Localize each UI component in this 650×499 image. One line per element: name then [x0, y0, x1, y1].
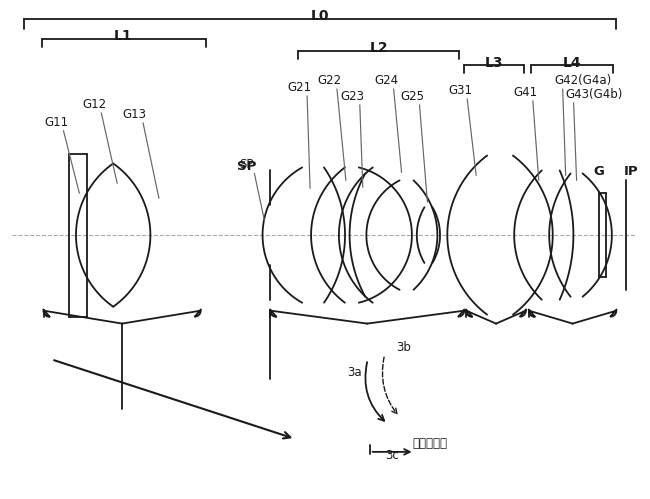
Text: SP: SP — [239, 159, 254, 172]
Text: フォーカス: フォーカス — [412, 437, 447, 450]
Text: 3c: 3c — [385, 449, 399, 462]
Text: G42(G4a): G42(G4a) — [554, 74, 612, 87]
Text: G43(G4b): G43(G4b) — [566, 88, 623, 101]
Text: L2: L2 — [369, 41, 388, 55]
Text: G11: G11 — [44, 116, 68, 129]
Text: L4: L4 — [562, 56, 581, 70]
Text: G23: G23 — [341, 90, 365, 103]
Text: G22: G22 — [317, 74, 341, 87]
Text: 3a: 3a — [348, 366, 362, 379]
Text: L1: L1 — [114, 29, 133, 43]
Text: G21: G21 — [287, 81, 311, 94]
Text: G13: G13 — [122, 108, 146, 121]
Text: 3b: 3b — [396, 341, 411, 354]
Text: L0: L0 — [311, 9, 330, 23]
Text: L3: L3 — [485, 56, 503, 70]
Text: SP: SP — [237, 160, 256, 174]
Text: G24: G24 — [374, 74, 398, 87]
Text: G12: G12 — [83, 98, 107, 111]
Text: G: G — [593, 165, 604, 179]
Text: G31: G31 — [448, 84, 473, 97]
Text: IP: IP — [624, 165, 638, 179]
Text: G41: G41 — [514, 86, 538, 99]
Text: G25: G25 — [400, 90, 424, 103]
